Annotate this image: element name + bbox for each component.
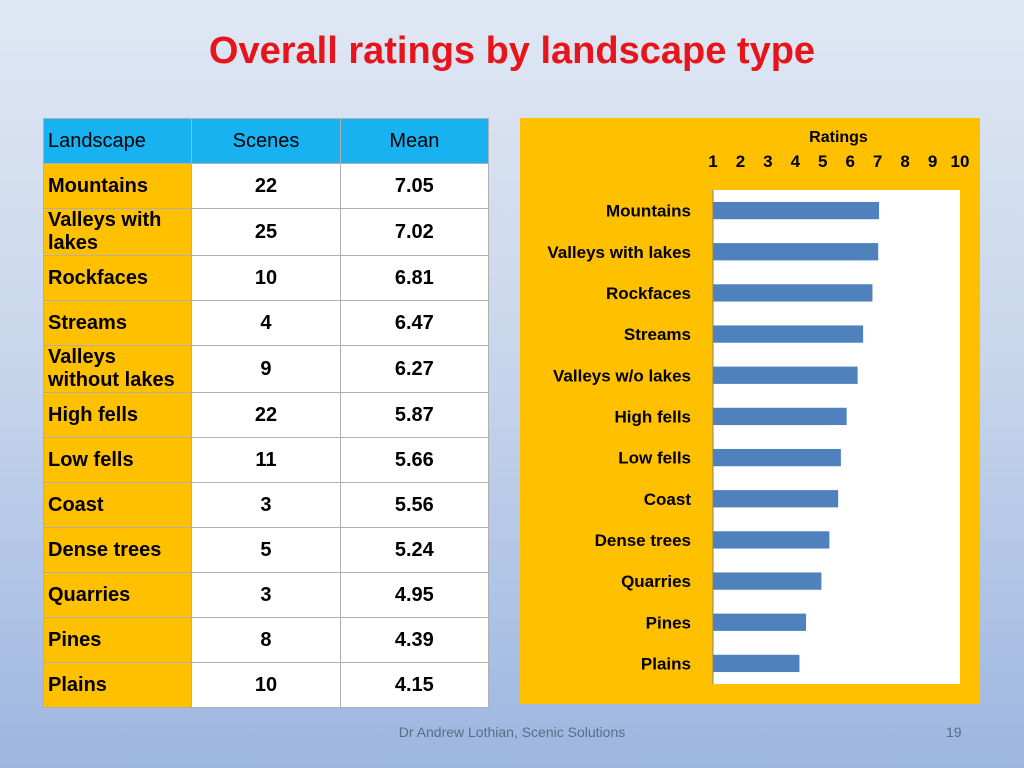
row-scenes-cell: 10 (191, 255, 341, 301)
category-label: Low fells (618, 449, 691, 468)
row-scenes-cell: 5 (191, 527, 341, 573)
row-mean-cell: 7.02 (339, 208, 490, 256)
category-label: Coast (644, 490, 692, 509)
x-tick-label: 10 (951, 152, 970, 171)
x-tick-label: 2 (736, 152, 745, 171)
category-label: High fells (614, 407, 691, 426)
category-label: Mountains (606, 202, 691, 221)
plot-area (713, 190, 960, 684)
row-landscape-cell: Dense trees (42, 527, 193, 573)
bar (713, 490, 839, 508)
row-mean-cell: 4.39 (339, 617, 490, 663)
x-tick-label: 4 (791, 152, 801, 171)
row-mean-cell: 5.87 (339, 392, 490, 438)
page-number: 19 (946, 724, 962, 740)
row-mean-cell: 6.27 (339, 345, 490, 393)
bar (713, 243, 879, 261)
category-label: Valleys with lakes (547, 243, 691, 262)
bar (713, 448, 841, 467)
row-landscape-cell: Mountains (42, 163, 193, 209)
header-scenes: Scenes (191, 118, 341, 164)
row-mean-cell: 4.15 (339, 662, 490, 708)
table-row: Dense trees 5 5.24 (42, 527, 490, 573)
row-scenes-cell: 11 (191, 437, 341, 483)
row-mean-cell: 7.05 (339, 163, 490, 209)
bar (713, 613, 807, 631)
footer-credit: Dr Andrew Lothian, Scenic Solutions (398, 724, 626, 740)
row-mean-cell: 4.95 (339, 572, 490, 618)
x-tick-label: 3 (763, 152, 772, 171)
table-row: Plains 10 4.15 (42, 662, 490, 708)
table-row: Valleys without lakes 9 6.27 (42, 345, 490, 393)
row-scenes-cell: 25 (191, 208, 341, 256)
table-row: Streams 4 6.47 (42, 300, 490, 346)
table-row: Quarries 3 4.95 (42, 572, 490, 618)
row-scenes-cell: 9 (191, 345, 341, 393)
row-mean-cell: 5.66 (339, 437, 490, 483)
bar (713, 654, 800, 673)
bar (713, 325, 864, 343)
row-landscape-cell: Low fells (42, 437, 193, 483)
row-landscape-cell: Plains (42, 662, 193, 708)
row-mean-cell: 6.47 (339, 300, 490, 346)
category-label: Pines (646, 613, 691, 632)
table-row: Mountains 22 7.05 (42, 163, 490, 209)
row-landscape-cell: Valleys with lakes (42, 208, 193, 256)
x-tick-label: 8 (900, 152, 909, 171)
category-label: Rockfaces (606, 284, 691, 303)
bar (713, 531, 830, 549)
row-landscape-cell: Streams (42, 300, 193, 346)
row-landscape-cell: Rockfaces (42, 255, 193, 301)
row-scenes-cell: 3 (191, 572, 341, 618)
table-row: Pines 8 4.39 (42, 617, 490, 663)
row-landscape-cell: Quarries (42, 572, 193, 618)
row-scenes-cell: 10 (191, 662, 341, 708)
x-tick-label: 5 (818, 152, 827, 171)
table-row: High fells 22 5.87 (42, 392, 490, 438)
row-scenes-cell: 4 (191, 300, 341, 346)
category-label: Streams (624, 325, 691, 344)
table-row: Coast 3 5.56 (42, 482, 490, 528)
category-label: Quarries (621, 572, 691, 591)
category-label: Dense trees (595, 531, 691, 550)
row-scenes-cell: 3 (191, 482, 341, 528)
x-tick-label: 6 (845, 152, 854, 171)
table-row: Low fells 11 5.66 (42, 437, 490, 483)
header-landscape: Landscape (42, 118, 193, 164)
row-mean-cell: 5.56 (339, 482, 490, 528)
row-landscape-cell: Valleys without lakes (42, 345, 193, 393)
row-scenes-cell: 22 (191, 163, 341, 209)
row-scenes-cell: 8 (191, 617, 341, 663)
category-label: Plains (641, 654, 691, 673)
bar (713, 366, 858, 384)
table-header-row: Landscape Scenes Mean (42, 118, 490, 164)
slide-title: Overall ratings by landscape type (208, 30, 816, 72)
header-mean: Mean (339, 118, 490, 164)
category-label: Valleys w/o lakes (553, 366, 691, 385)
table-body: Mountains 22 7.05 Valleys with lakes 25 7.02 R… (42, 163, 490, 708)
x-tick-label: 1 (708, 152, 717, 171)
bar (713, 572, 822, 590)
bar (713, 407, 847, 426)
row-landscape-cell: Pines (42, 617, 193, 663)
table-row: Valleys with lakes 25 7.02 (42, 208, 490, 256)
row-mean-cell: 6.81 (339, 255, 490, 301)
row-landscape-cell: High fells (42, 392, 193, 438)
ratings-chart: Ratings 1 2 3 4 5 6 7 8 9 10 Mountains Valleys with … (547, 129, 970, 684)
x-tick-label: 9 (928, 152, 937, 171)
chart-title: Ratings (809, 129, 868, 146)
row-scenes-cell: 22 (191, 392, 341, 438)
row-landscape-cell: Coast (42, 482, 193, 528)
bar (713, 284, 873, 302)
table-row: Rockfaces 10 6.81 (42, 255, 490, 301)
ratings-table: Landscape Scenes Mean Mountains 22 7.05 Val… (42, 118, 490, 708)
row-mean-cell: 5.24 (339, 527, 490, 573)
ratings-chart-panel: Ratings 1 2 3 4 5 6 7 8 9 10 Mountains Valleys with … (520, 118, 980, 704)
bar (713, 201, 880, 220)
x-tick-label: 7 (873, 152, 882, 171)
